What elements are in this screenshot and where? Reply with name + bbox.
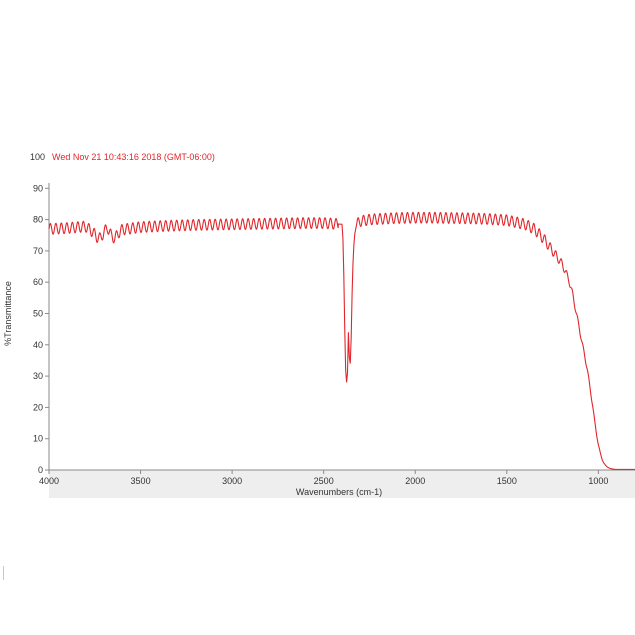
x-axis-title: Wavenumbers (cm-1) [296, 487, 382, 497]
x-axis-band [49, 470, 635, 498]
y-axis-ticks: 0 10 20 30 40 50 60 70 80 90 100 [30, 152, 49, 475]
y-tick-label: 50 [33, 309, 43, 319]
y-tick-label: 10 [33, 434, 43, 444]
x-tick-label: 1000 [588, 476, 608, 486]
x-tick-label: 4000 [39, 476, 59, 486]
x-tick-label: 3000 [222, 476, 242, 486]
y-tick-label: 70 [33, 246, 43, 256]
y-tick-label: 40 [33, 340, 43, 350]
y-tick-label: 60 [33, 277, 43, 287]
y-axis-title: %Transmittance [3, 281, 13, 346]
y-tick-label: 0 [38, 465, 43, 475]
y-tick-label: 30 [33, 371, 43, 381]
y-tick-label: 20 [33, 402, 43, 412]
spectrum-line [48, 211, 635, 470]
y-tick-label: 100 [30, 152, 45, 162]
y-tick-label: 80 [33, 215, 43, 225]
left-edge-marker [3, 566, 4, 580]
x-axis-ticks: 4000 3500 3000 2500 2000 1500 1000 [39, 470, 608, 486]
timestamp-annotation: Wed Nov 21 10:43:16 2018 (GMT-06:00) [52, 152, 215, 162]
x-tick-label: 3500 [131, 476, 151, 486]
x-tick-label: 2000 [405, 476, 425, 486]
y-tick-label: 90 [33, 183, 43, 193]
x-tick-label: 2500 [314, 476, 334, 486]
x-tick-label: 1500 [497, 476, 517, 486]
